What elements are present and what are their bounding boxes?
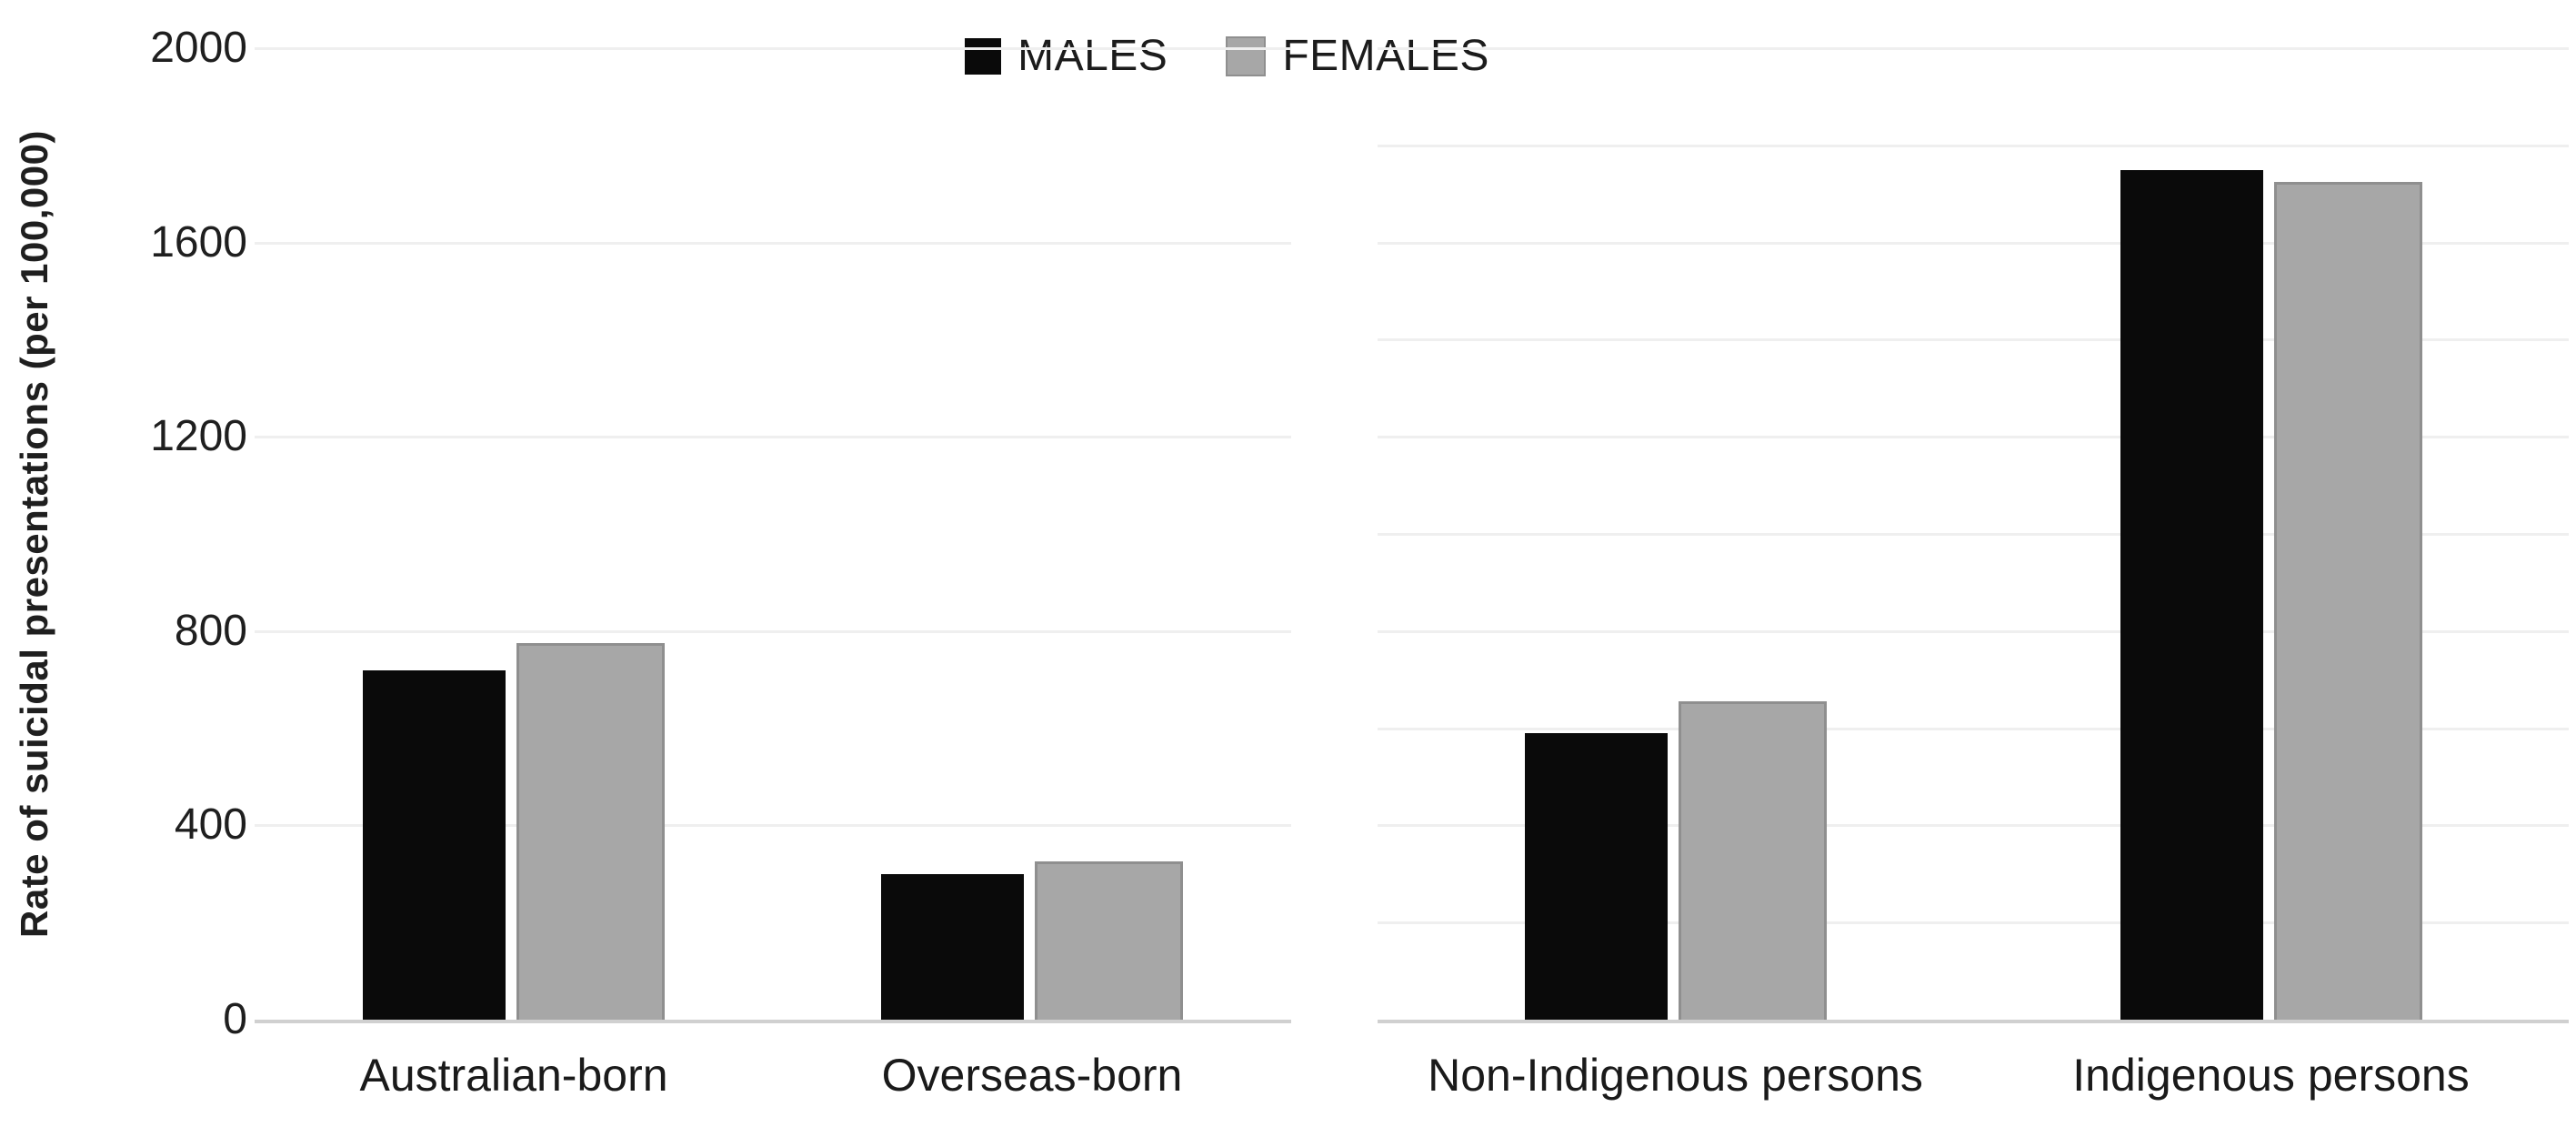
gridline-800 [255,629,1291,633]
bar-males-australian-born [363,669,506,1020]
category-label-australian-born: Australian-born [359,1050,668,1101]
y-tick-1600: 1600 [150,217,247,267]
legend-label-males: MALES [1017,32,1168,80]
bar-males-indigenous-persons [2120,169,2263,1020]
gridline-2000 [255,47,1291,50]
gridline-1000 [1378,533,2569,536]
bar-females-indigenous-persons [2273,181,2422,1020]
bar-females-australian-born [516,642,665,1020]
bar-groups: Non-Indigenous persons Indigenous persons [1378,48,2569,1098]
gridline-1200 [255,436,1291,439]
gridline-1200 [1378,436,2569,439]
bar-pair [1524,48,1827,1020]
gridline-1400 [1378,338,2569,342]
legend-label-females: FEMALES [1282,32,1489,80]
group-non-indigenous-persons: Non-Indigenous persons [1428,48,1923,1098]
y-tick-0: 0 [223,995,247,1043]
right-panel-indigenous-status: Non-Indigenous persons Indigenous persons [1378,47,2569,1098]
gridline-200 [1378,921,2569,925]
gridline-600 [1378,727,2569,730]
females-swatch-icon [1226,35,1267,76]
bar-females-overseas-born [1035,861,1183,1020]
group-overseas-born: Overseas-born [881,48,1183,1098]
gridline-400 [255,824,1291,828]
y-tick-400: 400 [174,800,247,850]
males-swatch-icon [965,37,1002,75]
left-panel-country-of-birth: Australian-born Overseas-born [255,47,1291,1098]
bar-pair [363,48,665,1020]
gridline-2000 [1378,47,2569,50]
y-tick-1200: 1200 [150,412,247,461]
legend: MALES FEMALES [0,31,2515,81]
category-label-non-indigenous-persons: Non-Indigenous persons [1428,1050,1923,1101]
gridline-400 [1378,824,2569,828]
bar-females-non-indigenous-persons [1678,700,1827,1020]
y-tick-2000: 2000 [150,24,247,72]
gridline-800 [1378,629,2569,633]
bar-groups: Australian-born Overseas-born [255,48,1291,1098]
group-indigenous-persons: Indigenous persons [2072,48,2470,1098]
y-axis-tick-labels: 2000 1600 1200 800 400 0 [0,26,247,1041]
bar-males-non-indigenous-persons [1524,732,1668,1020]
y-tick-800: 800 [174,606,247,655]
legend-item-males: MALES [965,31,1168,81]
gridline-1600 [1378,241,2569,245]
group-australian-born: Australian-born [359,48,668,1098]
gridline-1600 [255,241,1291,245]
bar-pair [881,48,1183,1020]
category-label-indigenous-persons: Indigenous persons [2072,1050,2470,1101]
bar-males-overseas-born [881,873,1024,1020]
bar-pair [2120,48,2422,1020]
category-label-overseas-born: Overseas-born [881,1050,1183,1101]
legend-item-females: FEMALES [1226,31,1489,81]
gridline-1800 [1378,144,2569,147]
